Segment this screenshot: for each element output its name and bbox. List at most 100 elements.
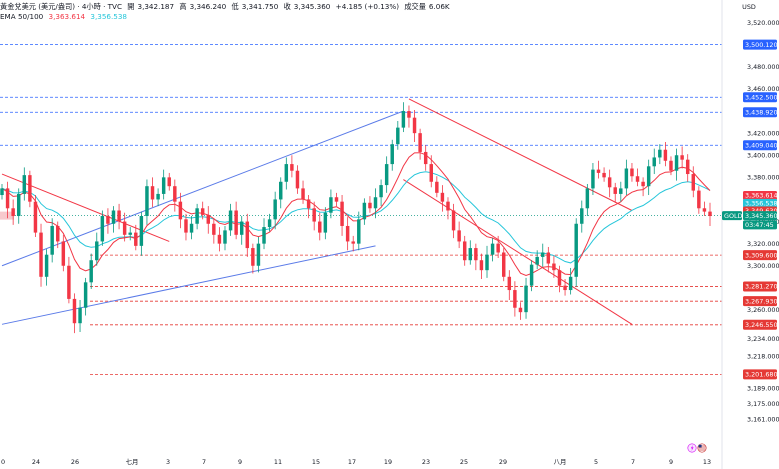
candle <box>474 243 478 271</box>
candle <box>524 277 528 319</box>
candle-body <box>418 133 422 152</box>
candle-body <box>669 160 673 171</box>
candle-body <box>33 201 38 233</box>
candle <box>658 144 662 165</box>
candle-body <box>206 214 210 224</box>
y-tick-label: 3,175.000 <box>747 400 779 408</box>
candle-body <box>145 186 149 217</box>
channel-up-lower-line[interactable] <box>1 245 376 325</box>
candle-body <box>184 219 188 233</box>
candle-body <box>423 151 428 165</box>
candle <box>557 265 562 293</box>
candle <box>396 120 400 150</box>
candle <box>652 148 656 175</box>
candle <box>407 105 411 128</box>
candle <box>535 250 539 270</box>
candle <box>245 213 250 257</box>
candle <box>663 141 668 167</box>
candle-body <box>284 164 289 182</box>
candle-body <box>585 188 590 209</box>
channel-up-upper-line[interactable] <box>1 110 404 267</box>
volume-label: 成交量 <box>404 2 426 11</box>
price-tag-label: 3,345.360 <box>745 212 778 220</box>
candle-body <box>228 210 233 231</box>
candle-body <box>568 276 573 291</box>
level-tag[interactable]: 3,201.680 <box>743 369 778 380</box>
level-tag-bg <box>743 281 777 292</box>
candle-body <box>16 193 21 217</box>
price-tag-countdown: 03:47:45 <box>743 220 777 230</box>
candle-body <box>189 223 194 233</box>
candle-body <box>61 241 66 266</box>
symbol-title[interactable]: 黃金兌美元 (美元/盎司) · 4小時 · TVC <box>0 2 122 11</box>
candle-body <box>524 285 528 313</box>
candle-body <box>150 186 155 200</box>
candle <box>206 206 210 234</box>
x-tick-label: 23 <box>422 458 430 466</box>
candle-body <box>134 232 138 246</box>
candle-body <box>312 208 316 222</box>
price-tag-bg <box>743 198 777 208</box>
y-tick-label: 3,189.000 <box>747 385 779 393</box>
candle <box>100 210 105 246</box>
candle-body <box>702 208 707 212</box>
candle-body <box>44 254 49 277</box>
ema50-line <box>1 152 711 277</box>
candle-body <box>111 210 116 224</box>
candle-body <box>28 175 32 202</box>
level-tag[interactable]: 3,452.500 <box>743 92 778 103</box>
lightning-icon[interactable] <box>687 443 697 453</box>
candle-body <box>83 282 88 308</box>
candle <box>167 172 171 191</box>
level-tag[interactable]: 3,500.120 <box>743 39 778 50</box>
price-tag-ema100: 3,356.538 <box>743 198 778 208</box>
candle <box>368 196 372 213</box>
level-tag[interactable]: 3,267.930 <box>743 296 778 307</box>
candle <box>379 179 383 207</box>
level-tag[interactable]: 3,281.270 <box>743 281 778 292</box>
candle-body <box>295 170 300 189</box>
candle <box>479 253 484 280</box>
candle-body <box>39 232 43 277</box>
y-tick-label: 3,300.000 <box>747 262 779 270</box>
price-tag-bg <box>743 220 777 230</box>
level-tag-bg <box>743 92 777 103</box>
candle <box>552 255 556 278</box>
downtrend-line[interactable] <box>1 173 170 242</box>
channel-down-lower-line[interactable] <box>403 179 633 325</box>
level-tag[interactable]: 3,246.550 <box>743 319 778 330</box>
candle <box>529 260 534 292</box>
candle <box>273 191 277 230</box>
x-tick-label: 9 <box>238 458 242 466</box>
candle <box>200 201 205 220</box>
y-tick-label: 3,480.000 <box>747 63 779 71</box>
candle-body <box>279 181 283 200</box>
candle-body <box>457 230 461 242</box>
candle-body <box>446 201 450 211</box>
level-tag-label: 3,281.270 <box>745 283 778 291</box>
candle <box>83 277 88 316</box>
candle-body <box>529 264 534 286</box>
candle-body <box>502 252 506 277</box>
candle <box>212 218 216 244</box>
candle-body <box>635 176 640 182</box>
candle <box>28 170 32 208</box>
candle <box>580 200 584 233</box>
candle <box>262 218 266 250</box>
level-tag[interactable]: 3,438.920 <box>743 107 778 118</box>
candle <box>674 148 679 181</box>
candle <box>685 154 690 182</box>
level-tag[interactable]: 3,309.600 <box>743 250 778 261</box>
candle <box>323 207 328 240</box>
symbol-tag[interactable]: GOLD <box>722 211 743 221</box>
candle <box>39 223 43 287</box>
level-tag[interactable]: 3,409.040 <box>743 140 778 151</box>
candle-body <box>5 188 10 209</box>
us-flag-icon[interactable] <box>697 443 707 453</box>
ema-legend[interactable]: EMA 50/100 3,363.614 3,356.538 <box>0 12 130 21</box>
x-tick-label: 七月 <box>126 457 139 466</box>
channel-down-upper-line[interactable] <box>408 98 633 211</box>
candle <box>446 197 450 220</box>
candle <box>267 213 272 232</box>
